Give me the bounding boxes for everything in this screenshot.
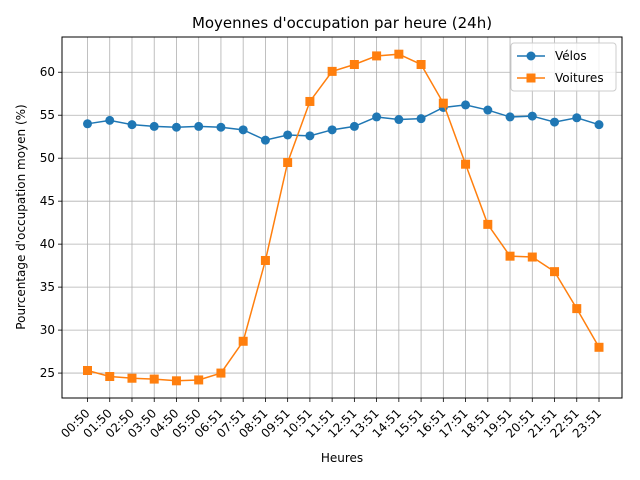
grid <box>62 37 622 398</box>
data-point-voitures <box>327 66 337 76</box>
data-point-voitures <box>305 96 315 106</box>
data-point-velos <box>283 130 293 140</box>
legend: Vélos Voitures <box>510 42 617 92</box>
data-point-velos <box>594 120 604 130</box>
data-point-voitures <box>171 376 181 386</box>
data-point-velos <box>527 111 537 121</box>
y-tick-label: 45 <box>40 194 55 208</box>
data-point-velos <box>416 114 426 124</box>
data-point-voitures <box>83 365 92 375</box>
data-point-velos <box>327 125 337 135</box>
data-point-voitures <box>461 159 471 169</box>
data-point-velos <box>127 120 137 130</box>
data-point-velos <box>171 122 181 132</box>
data-point-velos <box>394 115 404 125</box>
data-point-voitures <box>349 60 359 70</box>
x-axis-ticks: 00:5001:5002:5003:5004:5005:5006:5107:51… <box>58 398 604 441</box>
data-point-voitures <box>216 368 226 378</box>
y-tick-label: 30 <box>40 323 55 337</box>
legend-marker-voitures <box>526 73 536 83</box>
data-point-voitures <box>527 252 537 262</box>
data-point-voitures <box>416 60 426 70</box>
series-line-velos <box>87 104 600 141</box>
y-tick-label: 35 <box>40 280 55 294</box>
data-point-voitures <box>238 336 248 346</box>
data-point-voitures <box>283 157 293 167</box>
data-point-velos <box>372 112 382 122</box>
data-point-velos <box>572 113 582 123</box>
y-axis-ticks: 25 30 35 40 45 50 55 60 <box>40 65 62 380</box>
plot-frame <box>61 36 623 399</box>
data-point-velos <box>550 117 560 127</box>
y-tick-label: 60 <box>40 65 55 79</box>
data-point-velos <box>505 112 515 122</box>
data-point-velos <box>238 125 248 135</box>
data-point-velos <box>461 100 471 110</box>
data-point-voitures <box>572 304 582 314</box>
chart-title: Moyennes d'occupation par heure (24h) <box>192 14 492 32</box>
data-point-voitures <box>149 374 159 384</box>
data-point-velos <box>483 105 493 115</box>
data-point-voitures <box>394 49 404 59</box>
data-point-velos <box>194 121 204 131</box>
data-point-velos <box>216 122 226 132</box>
y-tick-label: 55 <box>40 108 55 122</box>
data-point-velos <box>149 121 159 131</box>
data-point-velos <box>105 115 115 125</box>
legend-marker-velos <box>526 51 536 61</box>
data-point-velos <box>83 119 92 129</box>
data-point-voitures <box>438 98 448 108</box>
data-point-velos <box>349 121 359 131</box>
legend-label-voitures: Voitures <box>555 71 604 85</box>
data-point-voitures <box>594 342 604 352</box>
data-point-voitures <box>372 51 382 61</box>
data-point-voitures <box>194 375 204 385</box>
data-point-voitures <box>105 372 115 382</box>
data-point-voitures <box>505 251 515 261</box>
y-tick-label: 50 <box>40 151 55 165</box>
data-point-voitures <box>483 219 493 229</box>
series-line-voitures <box>87 53 600 382</box>
data-point-voitures <box>260 255 270 265</box>
series-layer <box>83 49 604 386</box>
x-axis-label: Heures <box>321 451 363 465</box>
y-axis-label: Pourcentage d'occupation moyen (%) <box>14 104 28 329</box>
y-tick-label: 25 <box>40 366 55 380</box>
data-point-voitures <box>127 373 137 383</box>
legend-box <box>510 42 617 92</box>
legend-label-velos: Vélos <box>555 49 587 63</box>
y-tick-label: 40 <box>40 237 55 251</box>
data-point-velos <box>305 131 315 141</box>
data-point-voitures <box>550 267 560 277</box>
data-point-velos <box>260 135 270 145</box>
